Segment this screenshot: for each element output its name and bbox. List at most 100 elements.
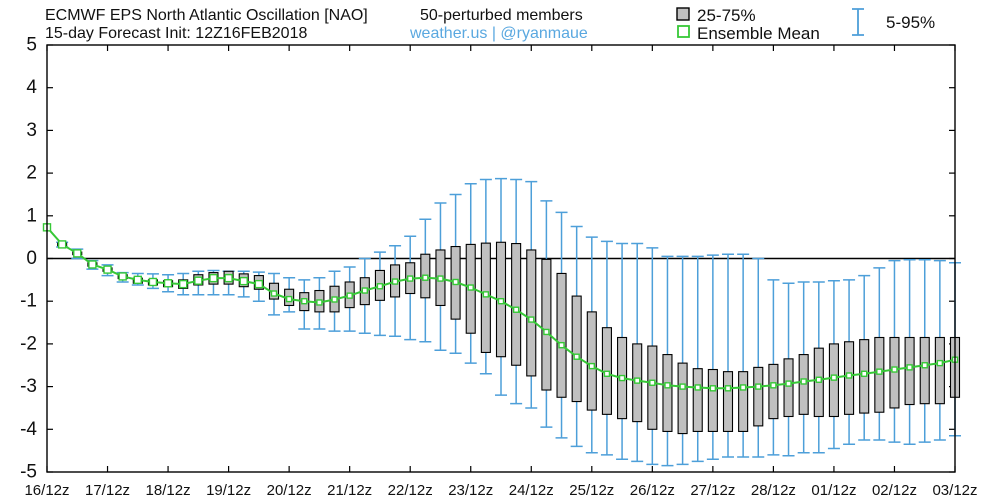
mean-marker-53 — [845, 372, 853, 379]
mean-marker-56 — [891, 366, 898, 373]
mean-marker-1 — [57, 240, 67, 249]
mean-marker-57 — [906, 364, 913, 371]
box-31 — [511, 243, 522, 366]
mean-marker-23 — [391, 278, 399, 285]
box-56 — [889, 336, 900, 409]
x-tick-label-7: 23/12z — [448, 482, 493, 499]
y-tick-label-1: 4 — [26, 77, 37, 98]
mean-marker-9 — [178, 279, 188, 289]
mean-marker-45 — [724, 385, 732, 392]
mean-marker-18 — [316, 299, 323, 306]
y-tick-label-2: 3 — [26, 120, 37, 141]
mean-marker-32 — [528, 316, 535, 323]
x-tick-label-13: 01/12z — [811, 482, 856, 499]
mean-marker-54 — [861, 370, 868, 377]
x-tick-label-3: 19/12z — [206, 482, 251, 499]
chart-title: ECMWF EPS North Atlantic Oscillation [NA… — [45, 7, 368, 24]
x-tick-label-5: 21/12z — [327, 482, 372, 499]
mean-marker-12 — [224, 273, 233, 283]
ensemble-mean-layer — [42, 223, 959, 392]
mean-marker-50 — [800, 378, 807, 385]
x-tick-label-12: 28/12z — [751, 482, 796, 499]
x-tick-label-9: 25/12z — [569, 482, 614, 499]
y-tick-label-9: -4 — [20, 419, 37, 440]
mean-marker-41 — [664, 382, 671, 389]
y-tick-label-4: 1 — [26, 205, 37, 226]
mean-marker-33 — [543, 328, 550, 336]
mean-marker-6 — [133, 275, 143, 285]
box-36 — [586, 311, 597, 411]
x-tick-label-4: 20/12z — [267, 482, 312, 499]
box-48 — [768, 363, 779, 420]
mean-marker-8 — [163, 279, 173, 288]
x-tick-label-2: 18/12z — [146, 482, 191, 499]
plot-frame — [46, 44, 956, 473]
box-33 — [541, 258, 552, 391]
x-tick-label-8: 24/12z — [509, 482, 554, 499]
box-42 — [677, 362, 688, 435]
mean-marker-21 — [361, 287, 368, 294]
mean-marker-46 — [739, 384, 747, 391]
mean-marker-31 — [512, 306, 520, 313]
x-tick-label-14: 02/12z — [872, 482, 917, 499]
x-axis-labels: 16/12z 17/12z 18/12z 19/12z 20/12z 21/12z 22/1… — [24, 482, 977, 499]
box-45 — [722, 371, 734, 432]
x-tick-label-0: 16/12z — [24, 482, 69, 499]
mean-marker-52 — [830, 374, 838, 381]
mean-marker-25 — [422, 274, 429, 281]
mean-marker-20 — [346, 292, 353, 299]
mean-marker-38 — [618, 374, 626, 382]
legend-whisker-swatch — [852, 8, 864, 36]
mean-marker-49 — [785, 380, 792, 387]
y-tick-label-0: 5 — [26, 35, 37, 56]
x-tick-label-10: 26/12z — [630, 482, 675, 499]
mean-marker-42 — [679, 383, 686, 390]
mean-marker-15 — [270, 290, 278, 297]
mean-marker-22 — [376, 283, 384, 290]
mean-marker-55 — [876, 368, 883, 375]
whiskers-5-95 — [56, 177, 961, 467]
x-tick-label-6: 22/12z — [388, 482, 433, 499]
x-tick-label-15: 03/12z — [932, 482, 977, 499]
box-40 — [647, 345, 658, 430]
box-47 — [753, 366, 764, 427]
mean-marker-44 — [709, 385, 717, 392]
x-tick-label-11: 27/12z — [690, 482, 735, 499]
legend-mean-label: Ensemble Mean — [697, 24, 820, 43]
legend-whisker-label: 5-95% — [886, 13, 935, 32]
mean-marker-11 — [209, 273, 218, 283]
mean-marker-26 — [437, 275, 444, 282]
legend-box-swatch — [676, 7, 690, 21]
mean-marker-10 — [194, 276, 203, 285]
mean-marker-47 — [755, 383, 762, 390]
mean-marker-29 — [482, 291, 490, 298]
mean-marker-3 — [88, 260, 97, 269]
mean-marker-5 — [118, 272, 127, 281]
box-41 — [662, 354, 673, 432]
mean-marker-28 — [467, 284, 474, 291]
mean-marker-39 — [634, 377, 641, 384]
y-tick-label-10: -5 — [20, 462, 37, 483]
box-46 — [738, 371, 749, 432]
mean-marker-24 — [407, 275, 414, 282]
whisker-47 — [752, 257, 765, 458]
legend-mean-swatch — [677, 25, 690, 38]
mean-marker-16 — [285, 295, 293, 303]
mean-marker-19 — [331, 296, 338, 303]
y-tick-label-5: 0 — [26, 248, 37, 269]
box-32 — [526, 249, 537, 377]
mean-marker-36 — [588, 362, 595, 370]
mean-marker-35 — [573, 353, 580, 360]
box-29 — [480, 242, 491, 353]
y-tick-label-3: 2 — [26, 163, 37, 184]
mean-marker-2 — [73, 249, 82, 258]
mean-marker-37 — [603, 370, 611, 377]
box-44 — [707, 368, 718, 432]
forecast-init-label: 15-day Forecast Init: 12Z16FEB2018 — [45, 25, 307, 42]
credit-label: weather.us | @ryanmaue — [409, 25, 588, 42]
members-label: 50-perturbed members — [420, 7, 583, 24]
box-57 — [904, 336, 915, 406]
box-59 — [934, 336, 945, 405]
box-49 — [783, 358, 794, 418]
